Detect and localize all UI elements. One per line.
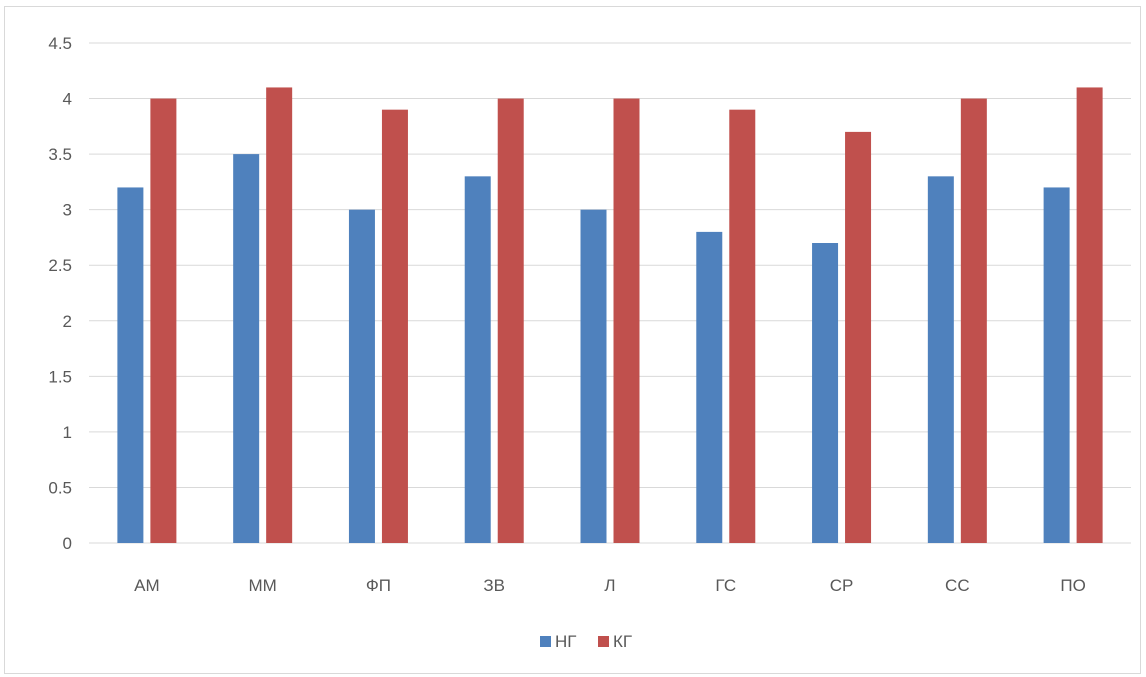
x-tick-label: ПО — [1060, 576, 1085, 595]
legend-swatch-ng — [540, 636, 551, 647]
legend-swatch-kg — [598, 636, 609, 647]
x-tick-label: СС — [945, 576, 970, 595]
y-tick-label: 0.5 — [48, 478, 72, 497]
x-tick-label: ММ — [249, 576, 277, 595]
bar-kg-1 — [266, 87, 293, 543]
bar-ng-1 — [233, 154, 260, 543]
legend-label-ng: НГ — [555, 632, 576, 651]
x-tick-label: ГС — [715, 576, 736, 595]
bar-ng-8 — [1043, 187, 1070, 543]
legend: НГ КГ — [540, 632, 632, 651]
bar-ng-2 — [348, 209, 375, 543]
gridlines — [89, 42, 1131, 544]
bar-kg-6 — [845, 131, 872, 543]
y-tick-label: 2.5 — [48, 256, 72, 275]
legend-label-kg: КГ — [613, 632, 632, 651]
bar-ng-7 — [927, 176, 954, 544]
y-tick-label: 1.5 — [48, 367, 72, 386]
bar-ng-6 — [812, 243, 839, 543]
y-axis-tick-labels: 0 0.5 1 1.5 2 2.5 3 3.5 4 4.5 — [48, 34, 72, 553]
bar-kg-7 — [960, 98, 987, 544]
bar-ng-0 — [117, 187, 144, 543]
x-axis-tick-labels: АМ ММ ФП ЗВ Л ГС СР СС ПО — [134, 576, 1086, 595]
bar-kg-2 — [381, 109, 408, 544]
bar-kg-0 — [150, 98, 177, 544]
y-tick-label: 2 — [63, 312, 72, 331]
y-tick-label: 4 — [63, 90, 72, 109]
y-tick-label: 1 — [63, 423, 72, 442]
bar-kg-5 — [729, 109, 756, 544]
bar-ng-5 — [696, 231, 723, 543]
x-tick-label: Л — [604, 576, 615, 595]
y-tick-label: 4.5 — [48, 34, 72, 53]
x-tick-label: ЗВ — [483, 576, 505, 595]
x-tick-label: ФП — [366, 576, 391, 595]
bar-ng-4 — [580, 209, 607, 543]
bar-ng-3 — [464, 176, 491, 544]
bar-kg-8 — [1076, 87, 1103, 543]
y-tick-label: 0 — [63, 534, 72, 553]
bar-kg-4 — [613, 98, 640, 544]
x-tick-label: СР — [830, 576, 854, 595]
bars — [117, 87, 1103, 544]
y-tick-label: 3.5 — [48, 145, 72, 164]
x-tick-label: АМ — [134, 576, 160, 595]
y-tick-label: 3 — [63, 201, 72, 220]
bar-kg-3 — [497, 98, 524, 544]
